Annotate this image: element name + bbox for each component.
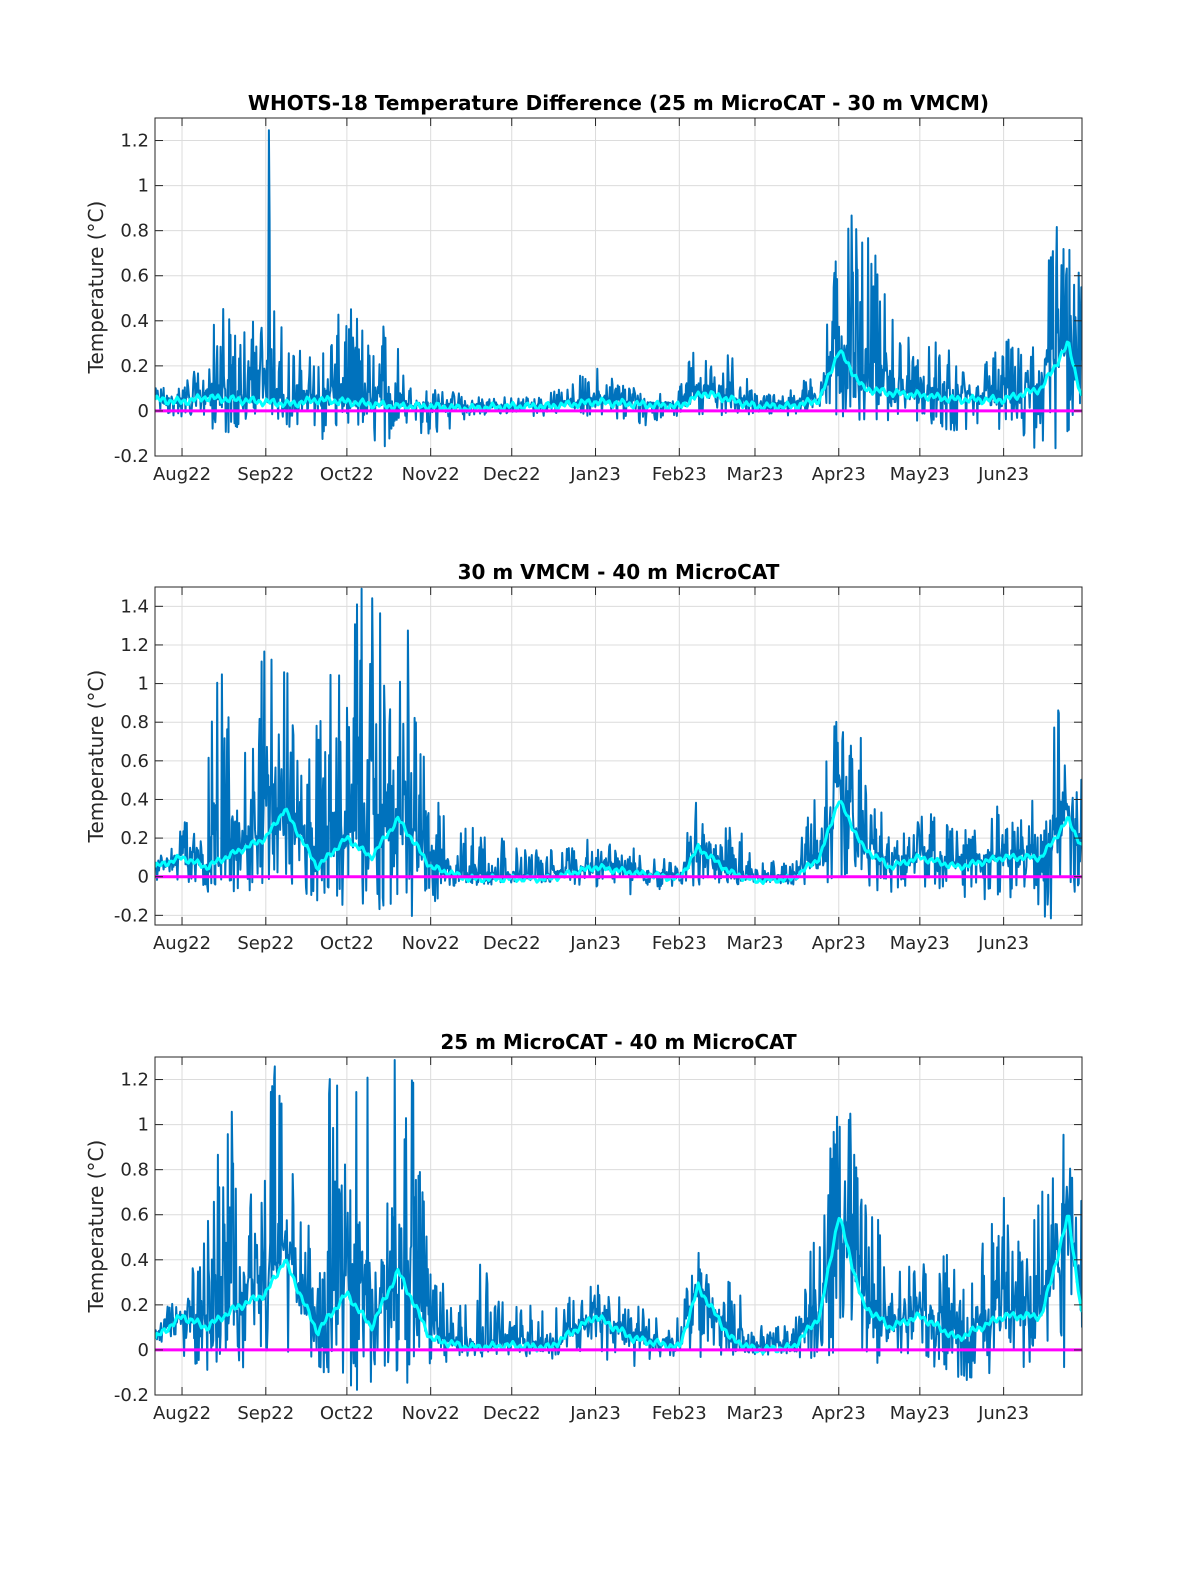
y-tick-label: -0.2 <box>114 905 149 926</box>
x-tick-label: Dec22 <box>483 933 541 954</box>
axes-frame <box>154 586 1083 926</box>
y-tick-label: 0.2 <box>120 356 149 377</box>
x-tick-label: Mar23 <box>727 1403 784 1424</box>
axes-top: -0.2 0 0.2 0.4 0.6 0.8 1 1.2 Aug22 Sep22 Oct22 Nov2… <box>84 91 1083 485</box>
x-tick-label: Jan23 <box>569 464 621 485</box>
y-tick-label: 0.4 <box>120 311 149 332</box>
smoothed-series-line <box>155 340 1082 414</box>
x-tick-label: Aug22 <box>153 464 211 485</box>
chart-title-bottom: 25 m MicroCAT - 40 m MicroCAT <box>440 1030 797 1054</box>
y-tick-label: 0.8 <box>120 712 149 733</box>
x-tick-label: Apr23 <box>812 464 866 485</box>
x-tick-label: Apr23 <box>812 1403 866 1424</box>
y-tick-label: 0.8 <box>120 221 149 242</box>
x-tick-label: Aug22 <box>153 933 211 954</box>
y-tick-label: 1 <box>138 674 149 695</box>
x-tick-label: Feb23 <box>652 1403 707 1424</box>
y-axis-label-top: Temperature (°C) <box>84 201 108 375</box>
raw-series-line <box>155 1059 1082 1391</box>
y-tick-label: 0.6 <box>120 1205 149 1226</box>
x-tick-label: Dec22 <box>483 1403 541 1424</box>
x-tick-label: May23 <box>890 933 950 954</box>
y-tick-label: -0.2 <box>114 446 149 467</box>
y-tick-label: 0.4 <box>120 789 149 810</box>
smoothed-series-line <box>155 1214 1082 1355</box>
x-tick-label: Sep22 <box>237 933 294 954</box>
y-tick-label: 0.8 <box>120 1160 149 1181</box>
y-tick-label: -0.2 <box>114 1385 149 1406</box>
x-tick-label: Nov22 <box>402 1403 460 1424</box>
y-axis-label-bottom: Temperature (°C) <box>84 1140 108 1314</box>
raw-series-line <box>155 129 1082 450</box>
y-tick-label: 0 <box>138 1340 149 1361</box>
x-tick-label: Dec22 <box>483 464 541 485</box>
x-tick-label: Jun23 <box>977 1403 1029 1424</box>
x-tick-label: Jan23 <box>569 1403 621 1424</box>
y-tick-label: 0.6 <box>120 751 149 772</box>
x-tick-label: Apr23 <box>812 933 866 954</box>
smoothed-series-line <box>155 800 1082 885</box>
x-tick-label: Jan23 <box>569 933 621 954</box>
y-tick-label: 1 <box>138 1115 149 1136</box>
x-tick-label: Oct22 <box>320 464 374 485</box>
x-tick-label: Feb23 <box>652 933 707 954</box>
x-tick-label: May23 <box>890 1403 950 1424</box>
axes-bottom: -0.2 0 0.2 0.4 0.6 0.8 1 1.2 Aug22 Sep22 Oct22 Nov2… <box>84 1030 1083 1424</box>
y-tick-label: 1.2 <box>120 1070 149 1091</box>
y-tick-label: 0.4 <box>120 1250 149 1271</box>
y-tick-label: 0.6 <box>120 266 149 287</box>
y-tick-label: 0.2 <box>120 1295 149 1316</box>
x-tick-label: Oct22 <box>320 1403 374 1424</box>
axes-middle: -0.2 0 0.2 0.4 0.6 0.8 1 1.2 1.4 Aug22 Sep22 Oct22 N… <box>84 560 1083 954</box>
y-axis-label-middle: Temperature (°C) <box>84 670 108 844</box>
x-tick-label: Nov22 <box>402 933 460 954</box>
x-tick-label: Aug22 <box>153 1403 211 1424</box>
x-tick-label: May23 <box>890 464 950 485</box>
y-tick-label: 1.4 <box>120 596 149 617</box>
x-tick-label: Jun23 <box>977 933 1029 954</box>
axes-frame <box>154 1056 1083 1396</box>
y-tick-label: 1 <box>138 176 149 197</box>
y-tick-label: 0 <box>138 401 149 422</box>
x-tick-label: Mar23 <box>727 464 784 485</box>
x-tick-label: Sep22 <box>237 1403 294 1424</box>
x-tick-label: Feb23 <box>652 464 707 485</box>
axes-frame <box>154 117 1083 457</box>
y-tick-label: 0 <box>138 867 149 888</box>
x-tick-label: Nov22 <box>402 464 460 485</box>
y-tick-label: 1.2 <box>120 131 149 152</box>
chart-title-top: WHOTS-18 Temperature Difference (25 m Mi… <box>248 91 989 115</box>
x-tick-label: Mar23 <box>727 933 784 954</box>
y-tick-label: 0.2 <box>120 828 149 849</box>
x-tick-label: Sep22 <box>237 464 294 485</box>
chart-title-middle: 30 m VMCM - 40 m MicroCAT <box>458 560 780 584</box>
x-tick-label: Jun23 <box>977 464 1029 485</box>
x-tick-label: Oct22 <box>320 933 374 954</box>
y-tick-label: 1.2 <box>120 635 149 656</box>
